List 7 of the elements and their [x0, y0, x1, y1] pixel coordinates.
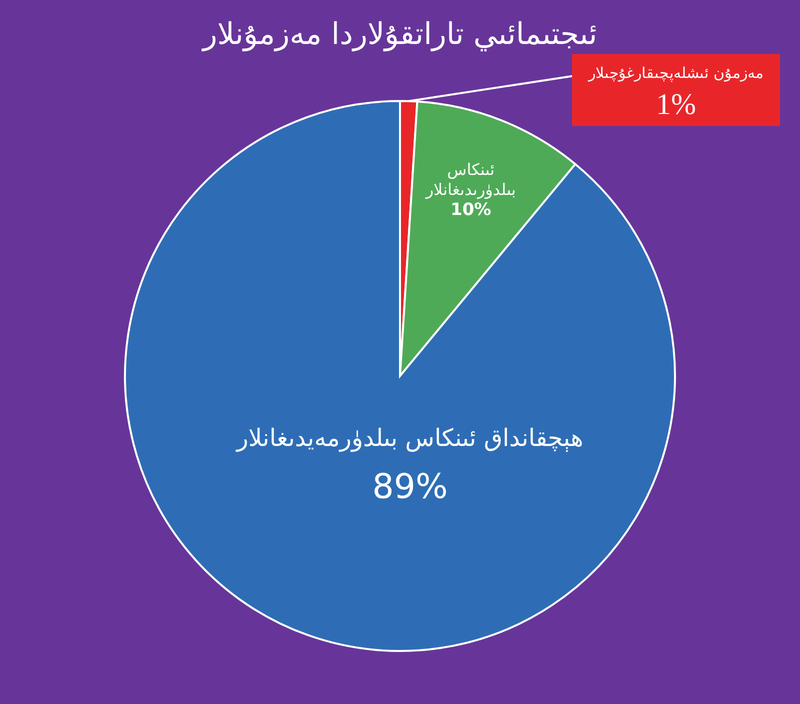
- data-label: 10%: [450, 200, 492, 220]
- slice-label: ئىنكاس بىلدۈرىدىغانلار: [424, 160, 516, 200]
- slice-label: مەزمۇن ئىشلەپچىقارغۇچىلار: [588, 64, 764, 82]
- slice-label: ھېچقانداق ئىنكاس بىلدۈرمەيدىغانلار: [236, 424, 584, 452]
- data-label: 1%: [656, 88, 696, 121]
- chart-title: ئىجتىمائىي تاراتقۇلاردا مەزمۇنلار: [200, 17, 598, 52]
- data-label: 89%: [372, 467, 448, 507]
